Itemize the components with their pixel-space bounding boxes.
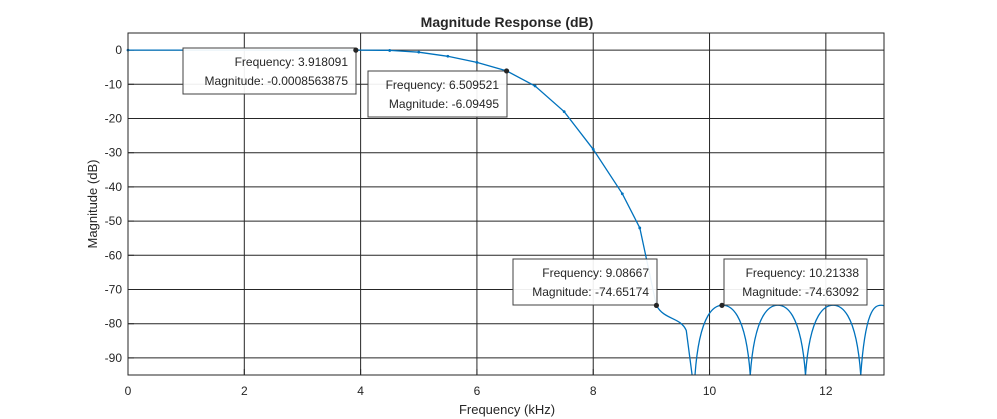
y-tick-label: -60 xyxy=(105,248,123,262)
axes-box xyxy=(127,32,885,376)
datatip: Frequency: 9.08667 Magnitude: -74.65174 xyxy=(512,258,660,309)
series-line-stopband xyxy=(694,304,751,375)
data-point xyxy=(475,61,479,64)
datatip-box xyxy=(512,258,658,306)
series-line-stopband xyxy=(860,304,884,375)
chart-title: Magnitude Response (dB) xyxy=(421,14,594,30)
y-tick-label: -10 xyxy=(105,77,123,91)
x-tick-label: 2 xyxy=(241,384,248,398)
datatip-marker xyxy=(353,47,359,53)
datatip-frequency: Frequency: 10.21338 xyxy=(746,266,860,280)
datatip-marker xyxy=(503,68,510,74)
datatip-box xyxy=(723,258,868,306)
x-tick-label: 10 xyxy=(703,384,717,398)
x-tick-label: 6 xyxy=(474,384,481,398)
series-line-stopband xyxy=(749,304,807,375)
y-tick-label: -40 xyxy=(105,180,123,194)
y-tick-label: -90 xyxy=(105,351,123,365)
x-tick-label: 0 xyxy=(125,384,132,398)
y-axis-label: Magnitude (dB) xyxy=(85,160,100,249)
axis-ticks: 0 2 4 6 8 10 12 0 -10 -20 -30 -40 -50 -60 -70 -80 -90 xyxy=(105,43,833,398)
y-tick-label: -70 xyxy=(105,283,123,297)
x-tick-label: 4 xyxy=(357,384,364,398)
datatip-box xyxy=(182,47,357,95)
y-tick-label: -80 xyxy=(105,317,123,331)
datatip-magnitude: Magnitude: -6.09495 xyxy=(389,97,499,111)
datatip-magnitude: Magnitude: -74.65174 xyxy=(532,285,649,299)
y-tick-label: -30 xyxy=(105,146,123,160)
data-point xyxy=(388,49,392,52)
datatip-magnitude: Magnitude: -0.0008563875 xyxy=(205,74,349,88)
series-line-stopband xyxy=(804,304,862,375)
datatip-marker xyxy=(719,302,725,308)
x-tick-label: 12 xyxy=(819,384,833,398)
datatip-magnitude: Magnitude: -74.63092 xyxy=(742,285,859,299)
y-tick-label: -20 xyxy=(105,112,123,126)
datatip: Frequency: 6.509521 Magnitude: -6.09495 xyxy=(367,68,510,118)
data-point xyxy=(562,110,566,114)
x-tick-label: 8 xyxy=(590,384,597,398)
x-axis-label: Frequency (kHz) xyxy=(459,402,555,417)
datatips: Frequency: 3.918091 Magnitude: -0.0008563… xyxy=(182,47,868,309)
datatip-box xyxy=(367,70,508,118)
datatip: Frequency: 10.21338 Magnitude: -74.63092 xyxy=(719,258,868,308)
datatip-frequency: Frequency: 6.509521 xyxy=(386,78,500,92)
datatip-marker xyxy=(653,302,660,309)
data-point xyxy=(591,147,595,151)
datatip-frequency: Frequency: 9.08667 xyxy=(542,266,649,280)
y-tick-label: 0 xyxy=(115,43,122,57)
data-point xyxy=(638,226,642,230)
y-tick-label: -50 xyxy=(105,214,123,228)
datatip: Frequency: 3.918091 Magnitude: -0.0008563… xyxy=(182,47,359,95)
data-point xyxy=(533,84,537,88)
datatip-frequency: Frequency: 3.918091 xyxy=(235,55,349,69)
grid xyxy=(127,33,884,375)
data-point xyxy=(620,192,624,196)
data-point xyxy=(417,50,421,54)
series-line-stopband xyxy=(655,305,693,375)
data-point xyxy=(446,54,450,58)
plot-area xyxy=(126,48,884,375)
